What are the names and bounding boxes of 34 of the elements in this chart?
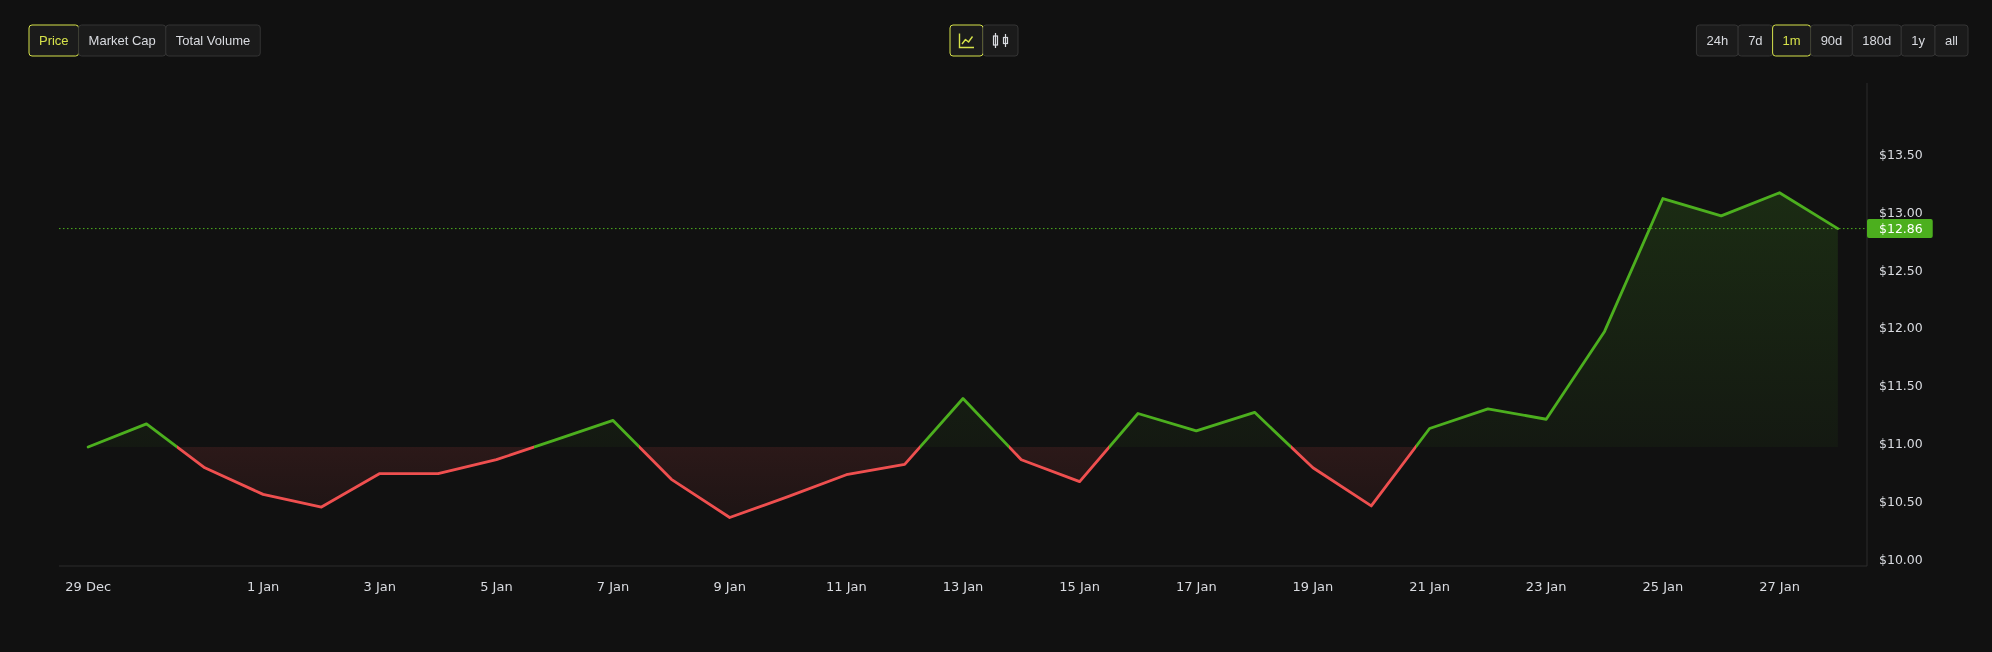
ref-line-label: $12.86 (1879, 221, 1923, 237)
x-tick-label: 13 Jan (942, 578, 984, 594)
button: 1m (1772, 24, 1812, 57)
y-tick-label: $13.50 (1879, 147, 1923, 163)
y-tick-label: $10.50 (1879, 493, 1923, 509)
x-tick-label: 19 Jan (1292, 578, 1334, 594)
button: 180d (1851, 24, 1902, 57)
x-tick-label: 29 Dec (65, 578, 112, 594)
x-tick-label: 25 Jan (1642, 578, 1684, 594)
button: 90d (1810, 24, 1853, 57)
y-tick-label: $11.50 (1879, 378, 1923, 394)
button: 7d (1737, 24, 1774, 57)
button: Total Volume (165, 24, 261, 57)
x-tick-label: 15 Jan (1059, 578, 1100, 594)
button: 24h (1695, 24, 1739, 57)
y-tick-label: $12.50 (1879, 262, 1923, 278)
x-tick-label: 27 Jan (1759, 578, 1800, 594)
y-tick-label: $10.00 (1879, 551, 1923, 567)
x-tick-label: 1 Jan (246, 578, 280, 594)
x-tick-label: 23 Jan (1525, 578, 1567, 594)
y-tick-label: $11.00 (1879, 436, 1923, 452)
x-tick-label: 17 Jan (1175, 578, 1217, 594)
x-tick-label: 7 Jan (596, 578, 630, 594)
x-tick-label: 3 Jan (363, 578, 396, 594)
x-tick-label: 5 Jan (480, 578, 513, 594)
x-tick-label: 9 Jan (713, 578, 746, 594)
button: 1y (1900, 24, 1936, 57)
y-tick-label: $12.00 (1879, 320, 1923, 336)
button: all (1934, 24, 1969, 57)
button: Price (28, 24, 80, 57)
x-tick-label: 11 Jan (826, 578, 867, 594)
y-tick-label: $13.00 (1879, 204, 1923, 220)
x-tick-label: 21 Jan (1409, 578, 1450, 594)
button: Market Cap (78, 24, 167, 57)
